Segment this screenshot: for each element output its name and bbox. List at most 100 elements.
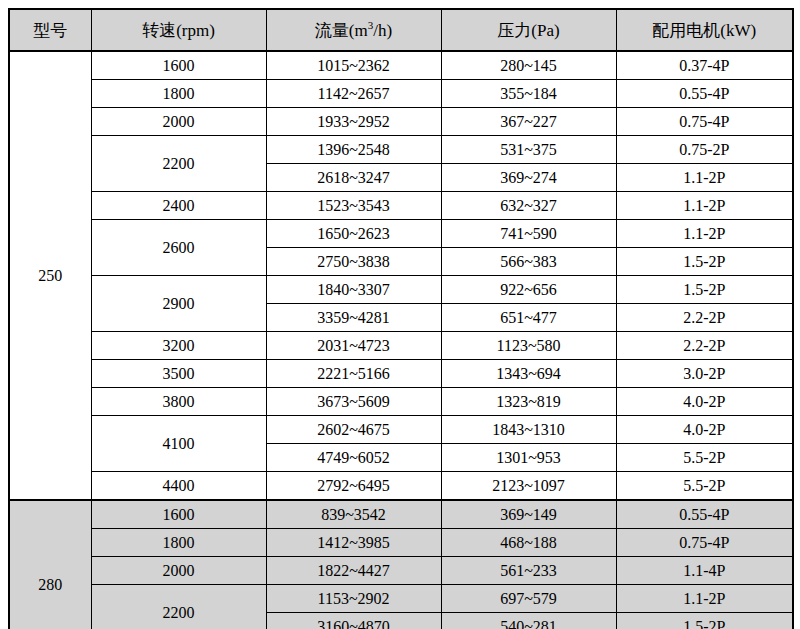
speed-cell: 2200 (91, 585, 266, 629)
pressure-cell: 566~383 (441, 248, 616, 276)
flow-cell: 1650~2623 (266, 220, 441, 248)
speed-cell: 1600 (91, 500, 266, 529)
flow-cell: 1153~2902 (266, 585, 441, 613)
motor-cell: 0.55-4P (616, 500, 793, 529)
table-row: 18001412~3985468~1880.75-4P (9, 529, 793, 557)
pressure-cell: 922~656 (441, 276, 616, 304)
flow-cell: 4749~6052 (266, 444, 441, 472)
flow-cell: 1412~3985 (266, 529, 441, 557)
pressure-cell: 2123~1097 (441, 472, 616, 501)
flow-cell: 1396~2548 (266, 136, 441, 164)
flow-cell: 3160~4870 (266, 613, 441, 629)
table-row: 29001840~3307922~6561.5-2P (9, 276, 793, 304)
motor-cell: 4.0-2P (616, 388, 793, 416)
flow-cell: 2792~6495 (266, 472, 441, 501)
table-row: 20001822~4427561~2331.1-4P (9, 557, 793, 585)
table-row: 32002031~47231123~5802.2-2P (9, 332, 793, 360)
pressure-cell: 1323~819 (441, 388, 616, 416)
motor-cell: 2.2-2P (616, 304, 793, 332)
pressure-cell: 355~184 (441, 80, 616, 108)
flow-cell: 2602~4675 (266, 416, 441, 444)
flow-cell: 2750~3838 (266, 248, 441, 276)
header-motor: 配用电机(kW) (616, 9, 793, 51)
speed-cell: 2200 (91, 136, 266, 192)
pressure-cell: 561~233 (441, 557, 616, 585)
table-header: 型号 转速(rpm) 流量(m3/h) 压力(Pa) 配用电机(kW) (9, 9, 793, 51)
motor-cell: 1.1-4P (616, 557, 793, 585)
motor-cell: 1.5-2P (616, 613, 793, 629)
motor-cell: 5.5-2P (616, 472, 793, 501)
flow-cell: 3673~5609 (266, 388, 441, 416)
flow-cell: 1840~3307 (266, 276, 441, 304)
motor-cell: 1.1-2P (616, 220, 793, 248)
speed-cell: 2000 (91, 108, 266, 136)
motor-cell: 0.37-4P (616, 51, 793, 80)
pressure-cell: 697~579 (441, 585, 616, 613)
motor-cell: 1.1-2P (616, 192, 793, 220)
pressure-cell: 1343~694 (441, 360, 616, 388)
motor-cell: 2.2-2P (616, 332, 793, 360)
flow-cell: 1015~2362 (266, 51, 441, 80)
speed-cell: 2000 (91, 557, 266, 585)
pressure-cell: 531~375 (441, 136, 616, 164)
pressure-cell: 367~227 (441, 108, 616, 136)
pressure-cell: 632~327 (441, 192, 616, 220)
table-row: 26001650~2623741~5901.1-2P (9, 220, 793, 248)
pressure-cell: 369~274 (441, 164, 616, 192)
header-flow-text: 流量(m (315, 21, 368, 40)
table-row: 38003673~56091323~8194.0-2P (9, 388, 793, 416)
pressure-cell: 651~477 (441, 304, 616, 332)
speed-cell: 3200 (91, 332, 266, 360)
flow-cell: 2221~5166 (266, 360, 441, 388)
table-row: 25016001015~2362280~1450.37-4P (9, 51, 793, 80)
pressure-cell: 468~188 (441, 529, 616, 557)
fan-spec-table: 型号 转速(rpm) 流量(m3/h) 压力(Pa) 配用电机(kW) 2501… (8, 8, 794, 629)
table-row: 22001153~2902697~5791.1-2P (9, 585, 793, 613)
table-row: 35002221~51661343~6943.0-2P (9, 360, 793, 388)
flow-cell: 2618~3247 (266, 164, 441, 192)
motor-cell: 0.55-4P (616, 80, 793, 108)
pressure-cell: 1123~580 (441, 332, 616, 360)
flow-cell: 1523~3543 (266, 192, 441, 220)
motor-cell: 1.1-2P (616, 164, 793, 192)
flow-cell: 3359~4281 (266, 304, 441, 332)
table-row: 20001933~2952367~2270.75-4P (9, 108, 793, 136)
flow-cell: 1933~2952 (266, 108, 441, 136)
speed-cell: 3800 (91, 388, 266, 416)
header-flow-text-end: /h) (373, 21, 392, 40)
table-row: 44002792~64952123~10975.5-2P (9, 472, 793, 501)
motor-cell: 4.0-2P (616, 416, 793, 444)
pressure-cell: 369~149 (441, 500, 616, 529)
header-flow: 流量(m3/h) (266, 9, 441, 51)
motor-cell: 0.75-4P (616, 108, 793, 136)
model-cell: 250 (9, 51, 91, 500)
header-speed: 转速(rpm) (91, 9, 266, 51)
pressure-cell: 540~281 (441, 613, 616, 629)
flow-cell: 1822~4427 (266, 557, 441, 585)
pressure-cell: 741~590 (441, 220, 616, 248)
motor-cell: 1.5-2P (616, 276, 793, 304)
motor-cell: 1.1-2P (616, 585, 793, 613)
pressure-cell: 1843~1310 (441, 416, 616, 444)
page: 型号 转速(rpm) 流量(m3/h) 压力(Pa) 配用电机(kW) 2501… (0, 0, 800, 629)
flow-cell: 1142~2657 (266, 80, 441, 108)
model-cell: 280 (9, 500, 91, 629)
speed-cell: 2400 (91, 192, 266, 220)
header-model: 型号 (9, 9, 91, 51)
header-row: 型号 转速(rpm) 流量(m3/h) 压力(Pa) 配用电机(kW) (9, 9, 793, 51)
header-pressure: 压力(Pa) (441, 9, 616, 51)
table-row: 22001396~2548531~3750.75-2P (9, 136, 793, 164)
table-body: 25016001015~2362280~1450.37-4P18001142~2… (9, 51, 793, 629)
speed-cell: 4400 (91, 472, 266, 501)
motor-cell: 3.0-2P (616, 360, 793, 388)
table-row: 41002602~46751843~13104.0-2P (9, 416, 793, 444)
speed-cell: 3500 (91, 360, 266, 388)
table-row: 18001142~2657355~1840.55-4P (9, 80, 793, 108)
flow-cell: 2031~4723 (266, 332, 441, 360)
flow-cell: 839~3542 (266, 500, 441, 529)
pressure-cell: 1301~953 (441, 444, 616, 472)
motor-cell: 1.5-2P (616, 248, 793, 276)
motor-cell: 5.5-2P (616, 444, 793, 472)
speed-cell: 2600 (91, 220, 266, 276)
speed-cell: 1800 (91, 80, 266, 108)
